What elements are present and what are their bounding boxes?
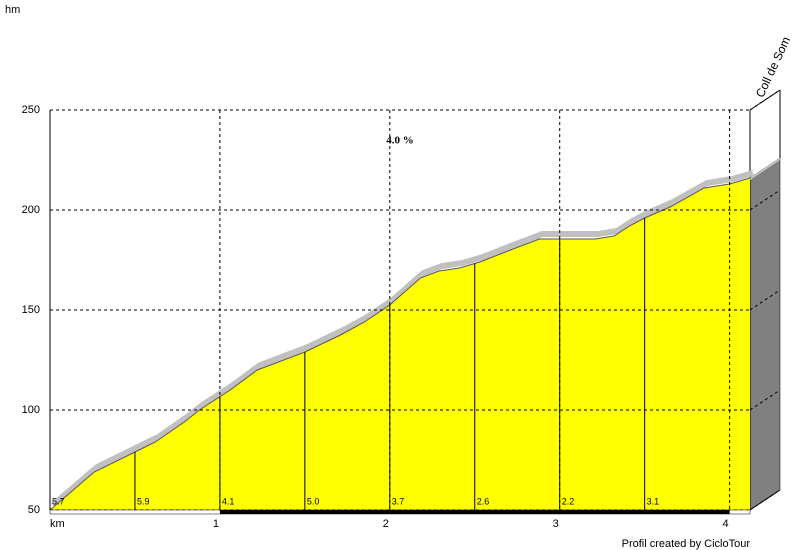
- y-tick-label: 50: [28, 504, 40, 516]
- x-tick-label: 3: [553, 518, 559, 530]
- x-tick-label: 1: [213, 518, 219, 530]
- grid-line: [749, 389, 781, 411]
- summit-label: Coll de Som: [753, 34, 793, 99]
- frame-line: [749, 489, 781, 511]
- segment-gradient: 4.1: [222, 496, 235, 506]
- side-face: [749, 157, 781, 511]
- segment-gradient: 5.9: [137, 496, 150, 506]
- y-tick-label: 250: [22, 104, 40, 116]
- segment-gradient: 2.2: [562, 496, 575, 506]
- y-axis-label: hm: [5, 4, 20, 16]
- segment-gradient: 2.6: [477, 496, 490, 506]
- grid-line: [749, 189, 781, 211]
- y-tick-label: 150: [22, 304, 40, 316]
- credit: Profil created by CicloTour: [622, 538, 751, 550]
- profile-area: [50, 178, 750, 510]
- x-tick-label: 4: [723, 518, 729, 530]
- x-tick-label: 2: [383, 518, 389, 530]
- y-tick-label: 200: [22, 204, 40, 216]
- profile-shadow: [51, 170, 754, 508]
- segment-gradient: 3.1: [647, 496, 660, 506]
- y-tick-label: 100: [22, 404, 40, 416]
- segment-gradient: 5.7: [52, 496, 65, 506]
- grid-line: [749, 89, 781, 111]
- average-gradient: 4.0 %: [386, 135, 414, 147]
- segment-gradient: 3.7: [392, 496, 405, 506]
- segment-gradient: 5.0: [307, 496, 320, 506]
- grid-line: [749, 289, 781, 311]
- km-bar: [219, 510, 730, 514]
- x-axis-label: km: [50, 518, 65, 530]
- top-face: [750, 158, 780, 180]
- profile-line: [49, 177, 751, 511]
